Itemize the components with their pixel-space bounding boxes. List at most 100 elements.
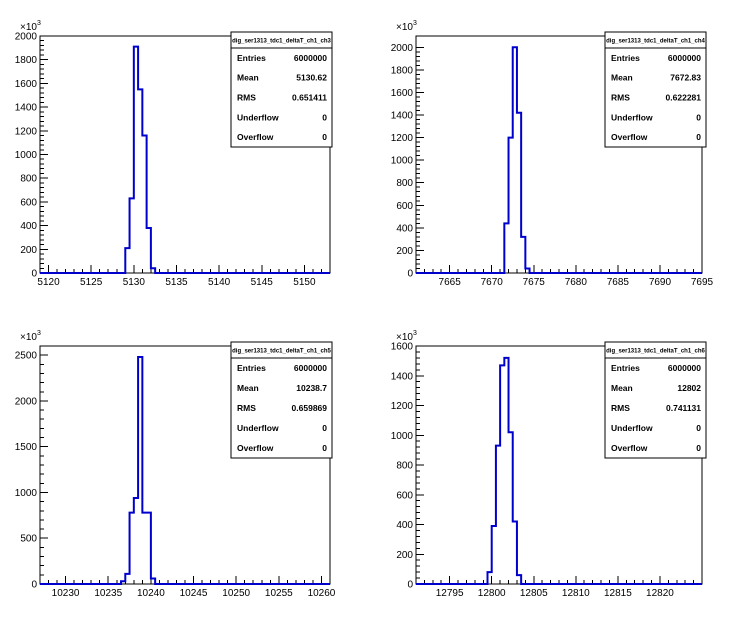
x-tick-label: 10230: [52, 588, 80, 599]
histogram-series: [40, 355, 330, 585]
y-tick-label: 1200: [391, 401, 414, 412]
histogram-title: dig_ser1313_tdc1_deltaT_ch1_ch5: [232, 349, 331, 355]
y-axis-exponent: ×103: [396, 20, 417, 33]
stats-box: [604, 341, 707, 459]
stat-label: RMS: [237, 93, 256, 103]
x-tick-label: 7670: [481, 277, 504, 288]
y-tick-label: 600: [396, 490, 413, 501]
y-tick-label: 2000: [391, 43, 414, 54]
y-tick-label: 1500: [15, 442, 38, 453]
stat-label: Entries: [611, 363, 640, 373]
x-tick-label: 12820: [646, 588, 674, 599]
stat-value: 0: [322, 423, 327, 433]
y-tick-label: 800: [396, 461, 413, 472]
stat-value: 7672.83: [670, 73, 701, 83]
y-tick-label: 1400: [391, 371, 414, 382]
x-tick-label: 7675: [523, 277, 546, 288]
x-tick-label: 5130: [123, 277, 146, 288]
x-tick-label: 10240: [137, 588, 165, 599]
stat-value: 6000000: [294, 53, 327, 63]
y-tick-label: 1600: [15, 79, 38, 90]
stat-label: Entries: [237, 53, 266, 63]
x-tick-label: 7690: [649, 277, 672, 288]
stat-value: 0: [322, 132, 327, 142]
y-axis-exponent: ×103: [20, 330, 41, 343]
y-tick-label: 800: [20, 174, 37, 185]
y-tick-label: 1000: [391, 431, 414, 442]
x-tick-label: 7665: [439, 277, 462, 288]
stat-label: Overflow: [611, 443, 648, 453]
y-tick-label: 400: [396, 223, 413, 234]
stat-value: 0: [322, 112, 327, 122]
stat-label: Entries: [611, 53, 640, 63]
x-tick-label: 12805: [520, 588, 548, 599]
x-tick-label: 5140: [208, 277, 231, 288]
y-tick-label: 0: [407, 269, 413, 280]
histogram-series: [40, 45, 330, 274]
histogram-series: [416, 356, 702, 585]
histogram-series: [416, 46, 702, 274]
stat-value: 0.741131: [666, 403, 701, 413]
stat-value: 0: [696, 132, 701, 142]
y-tick-label: 1200: [391, 133, 414, 144]
stat-value: 0.651411: [292, 93, 327, 103]
stat-label: Overflow: [237, 132, 274, 142]
y-tick-label: 600: [20, 197, 37, 208]
stat-value: 6000000: [668, 53, 701, 63]
histogram-title: dig_ser1313_tdc1_deltaT_ch1_ch4: [606, 39, 705, 45]
stat-label: Underflow: [237, 112, 279, 122]
y-tick-label: 0: [31, 269, 37, 280]
stat-value: 0.659869: [292, 403, 328, 413]
x-tick-label: 12800: [478, 588, 506, 599]
stat-value: 0: [696, 112, 701, 122]
stat-value: 6000000: [294, 363, 327, 373]
y-tick-label: 1600: [391, 342, 414, 353]
x-tick-label: 12815: [604, 588, 632, 599]
y-tick-label: 2000: [15, 32, 38, 43]
y-tick-label: 0: [31, 580, 37, 591]
y-tick-label: 1400: [391, 111, 414, 122]
x-tick-label: 7680: [565, 277, 588, 288]
stat-label: Underflow: [237, 423, 279, 433]
y-tick-label: 200: [396, 550, 413, 561]
stat-value: 0: [696, 423, 701, 433]
histogram-panel-3: 0 500 1000 1500 2000 2500 10230 10235 10240 10245…: [15, 330, 336, 599]
y-tick-label: 1800: [391, 65, 414, 76]
x-tick-label: 12810: [562, 588, 590, 599]
x-tick-label: 5135: [165, 277, 188, 288]
y-tick-label: 1400: [15, 103, 38, 114]
x-tick-label: 5145: [251, 277, 274, 288]
stats-box: [230, 341, 333, 459]
histogram-title: dig_ser1313_tdc1_deltaT_ch1_ch3: [232, 39, 331, 45]
histogram-panel-2: 0 200 400 600 800 1000 1200 1400 1600 1800 2000 766…: [391, 20, 714, 288]
stat-label: RMS: [611, 93, 630, 103]
x-tick-label: 10260: [308, 588, 336, 599]
x-tick-label: 10245: [180, 588, 208, 599]
stat-value: 0.622281: [666, 93, 702, 103]
stat-label: RMS: [611, 403, 630, 413]
stat-value: 5130.62: [296, 73, 327, 83]
stat-label: Mean: [237, 73, 259, 83]
y-tick-label: 800: [396, 178, 413, 189]
stat-label: Underflow: [611, 112, 653, 122]
stat-label: Underflow: [611, 423, 653, 433]
y-tick-label: 400: [20, 221, 37, 232]
x-tick-label: 5125: [80, 277, 103, 288]
y-tick-label: 200: [396, 246, 413, 257]
stat-label: Overflow: [611, 132, 648, 142]
y-tick-label: 200: [20, 245, 37, 256]
x-tick-label: 5120: [37, 277, 60, 288]
stats-box: [230, 31, 333, 148]
stat-value: 0: [322, 443, 327, 453]
stat-value: 10238.7: [296, 383, 327, 393]
y-tick-label: 0: [407, 580, 413, 591]
y-tick-label: 2500: [15, 351, 38, 362]
stat-value: 0: [696, 443, 701, 453]
stat-value: 12802: [677, 383, 701, 393]
y-tick-label: 400: [396, 520, 413, 531]
x-tick-label: 12795: [436, 588, 464, 599]
y-axis-exponent: ×103: [20, 20, 41, 33]
x-tick-label: 10235: [94, 588, 122, 599]
stat-label: Overflow: [237, 443, 274, 453]
